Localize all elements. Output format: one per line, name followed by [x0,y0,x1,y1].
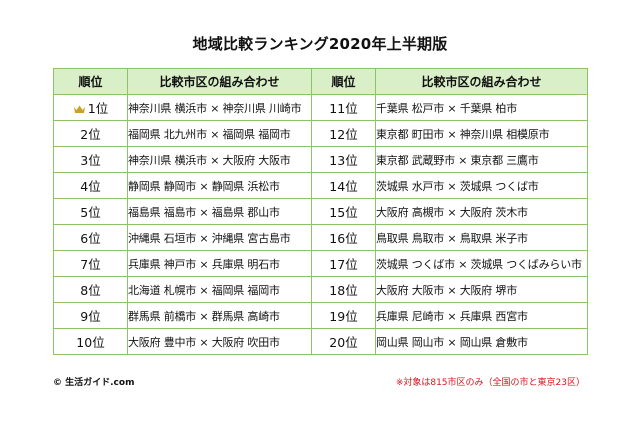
rank-label: 1位 [87,101,109,116]
pair-cell: 鳥取県 鳥取市 × 鳥取県 米子市 [375,224,588,251]
table-row: 10位 大阪府 豊中市 × 大阪府 吹田市 20位 岡山県 岡山市 × 岡山県 倉敷市 [53,328,588,355]
pair-cell: 大阪府 大阪市 × 大阪府 堺市 [375,276,588,303]
table-row: 4位 静岡県 静岡市 × 静岡県 浜松市 14位 茨城県 水戸市 × 茨城県 つくば市 [53,172,588,199]
rank-label: 2位 [80,127,101,142]
rank-label: 5位 [80,205,101,220]
rank-label: 15位 [329,205,358,220]
pair-cell: 神奈川県 横浜市 × 神奈川県 川崎市 [127,94,312,121]
rank-label: 18位 [329,283,358,298]
pair-header: 比較市区の組み合わせ [127,68,312,95]
footnote: ※対象は815市区のみ（全国の市と東京23区） [395,378,585,388]
rank-cell: 12位 [311,120,376,147]
rank-cell: 17位 [311,250,376,277]
pair-cell: 静岡県 静岡市 × 静岡県 浜松市 [127,172,312,199]
table-row: 1位 神奈川県 横浜市 × 神奈川県 川崎市 11位 千葉県 松戸市 × 千葉県 柏市 [53,94,588,121]
table-row: 9位 群馬県 前橋市 × 群馬県 高崎市 19位 兵庫県 尼崎市 × 兵庫県 西宮市 [53,302,588,329]
rank-cell: 16位 [311,224,376,251]
rank-label: 4位 [80,179,101,194]
pair-cell: 神奈川県 横浜市 × 大阪府 大阪市 [127,146,312,173]
rank-label: 12位 [329,127,358,142]
rank-cell: 11位 [311,94,376,121]
table-row: 6位 沖縄県 石垣市 × 沖縄県 宮古島市 16位 鳥取県 鳥取市 × 鳥取県 米子市 [53,224,588,251]
rank-cell: 7位 [53,250,128,277]
rank-label: 17位 [329,257,358,272]
pair-cell: 千葉県 松戸市 × 千葉県 柏市 [375,94,588,121]
rank-cell: 6位 [53,224,128,251]
ranking-table: 順位 比較市区の組み合わせ 順位 比較市区の組み合わせ 1位神奈川県 横浜市 ×… [53,68,588,355]
page-title: 地域比較ランキング2020年上半期版 [192,35,448,53]
rank-label: 14位 [329,179,358,194]
pair-cell: 兵庫県 神戸市 × 兵庫県 明石市 [127,250,312,277]
copyright-text: © 生活ガイド.com [53,378,135,388]
rank-cell: 2位 [53,120,128,147]
pair-cell: 東京都 武蔵野市 × 東京都 三鷹市 [375,146,588,173]
rank-cell: 9位 [53,302,128,329]
rank-label: 10位 [76,335,105,350]
pair-cell: 東京都 町田市 × 神奈川県 相模原市 [375,120,588,147]
pair-cell: 大阪府 高槻市 × 大阪府 茨木市 [375,198,588,225]
rank-label: 8位 [80,283,101,298]
rank-cell: 20位 [311,328,376,355]
rank-cell: 15位 [311,198,376,225]
rank-label: 13位 [329,153,358,168]
table-row: 2位 福岡県 北九州市 × 福岡県 福岡市 12位 東京都 町田市 × 神奈川県 相模… [53,120,588,147]
rank-cell: 8位 [53,276,128,303]
rank-cell: 19位 [311,302,376,329]
pair-cell: 福島県 福島市 × 福島県 郡山市 [127,198,312,225]
pair-cell: 北海道 札幌市 × 福岡県 福岡市 [127,276,312,303]
crown-icon [73,102,86,117]
rank-cell: 14位 [311,172,376,199]
pair-cell: 茨城県 つくば市 × 茨城県 つくばみらい市 [375,250,588,277]
rank-label: 3位 [80,153,101,168]
pair-cell: 茨城県 水戸市 × 茨城県 つくば市 [375,172,588,199]
rank-label: 19位 [329,309,358,324]
rank-label: 9位 [80,309,101,324]
rank-label: 20位 [329,335,358,350]
pair-cell: 大阪府 豊中市 × 大阪府 吹田市 [127,328,312,355]
rank-cell: 18位 [311,276,376,303]
rank-label: 16位 [329,231,358,246]
pair-cell: 兵庫県 尼崎市 × 兵庫県 西宮市 [375,302,588,329]
rank-label: 11位 [329,101,358,116]
rank-header: 順位 [53,68,128,95]
table-row: 3位 神奈川県 横浜市 × 大阪府 大阪市 13位 東京都 武蔵野市 × 東京都 三鷹… [53,146,588,173]
pair-cell: 沖縄県 石垣市 × 沖縄県 宮古島市 [127,224,312,251]
rank-cell: 5位 [53,198,128,225]
pair-cell: 岡山県 岡山市 × 岡山県 倉敷市 [375,328,588,355]
table-row: 5位 福島県 福島市 × 福島県 郡山市 15位 大阪府 高槻市 × 大阪府 茨木市 [53,198,588,225]
rank-cell: 4位 [53,172,128,199]
rank-cell: 1位 [53,94,128,121]
rank-cell: 3位 [53,146,128,173]
rank-label: 7位 [80,257,101,272]
rank-cell: 13位 [311,146,376,173]
table-header-row: 順位 比較市区の組み合わせ 順位 比較市区の組み合わせ [53,68,588,95]
pair-header: 比較市区の組み合わせ [375,68,588,95]
rank-label: 6位 [80,231,101,246]
table-row: 8位 北海道 札幌市 × 福岡県 福岡市 18位 大阪府 大阪市 × 大阪府 堺市 [53,276,588,303]
pair-cell: 福岡県 北九州市 × 福岡県 福岡市 [127,120,312,147]
rank-header: 順位 [311,68,376,95]
table-row: 7位 兵庫県 神戸市 × 兵庫県 明石市 17位 茨城県 つくば市 × 茨城県 つくば… [53,250,588,277]
rank-cell: 10位 [53,328,128,355]
pair-cell: 群馬県 前橋市 × 群馬県 高崎市 [127,302,312,329]
